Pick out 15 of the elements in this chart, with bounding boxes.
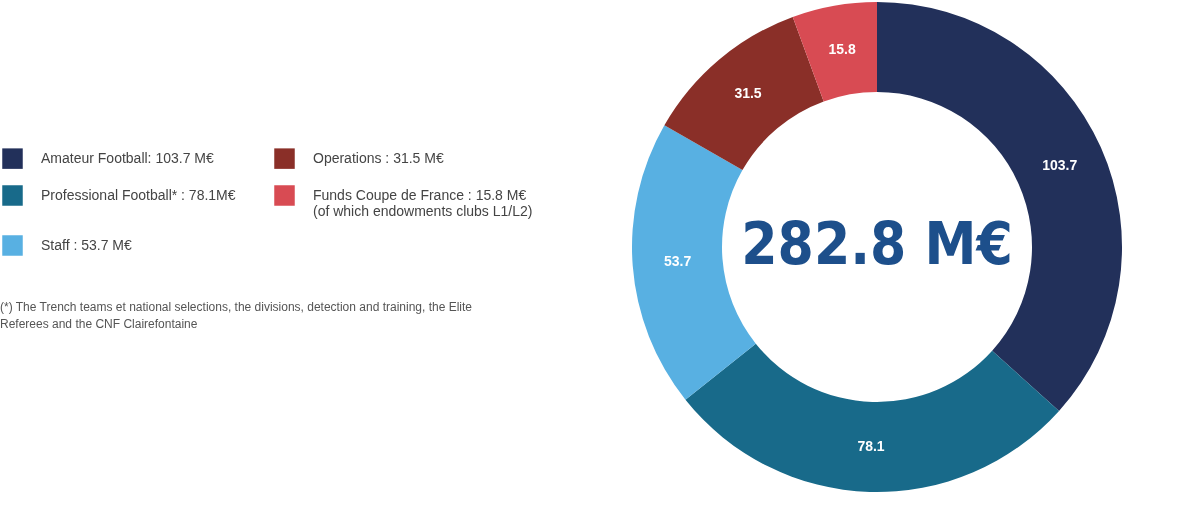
data-label: 53.7 [663,253,692,270]
data-label: 31.5 [734,85,762,102]
legend-label: Funds Coupe de France : 15.8 M€ (of which endowments clubs L1/L2) [313,186,533,219]
text: (*) The Trench teams et national selections, the divisions, detection and training, the Elite Referees and the CNF Clairefontaine [0,300,473,331]
donut-slice [792,2,877,102]
donut-slice [664,16,824,170]
data-label: 15.8 [828,41,856,58]
text: 282.8 M€ [741,210,1013,278]
legend-label: Amateur Football: 103.7 M€ [41,149,214,166]
legend-label: Operations : 31.5 M€ [313,149,444,166]
legend-label: Staff : 53.7 M€ [41,236,133,253]
donut-slice [685,343,1060,492]
data-label: 103.7 [1042,156,1078,173]
legend-label: Professional Football* : 78.1M€ [41,186,236,203]
data-label: 78.1 [857,437,885,454]
